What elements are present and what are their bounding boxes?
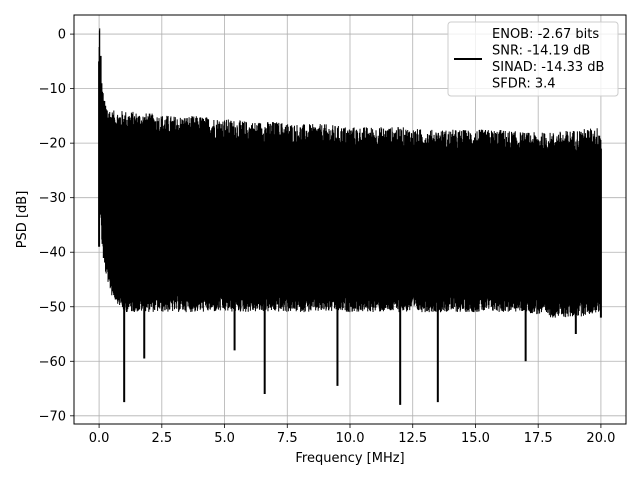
x-tick-label: 15.0: [461, 431, 490, 446]
x-axis-ticks: 0.0 2.5 5.0 7.5 10.0 12.5 15.0 17.5 20.0: [89, 424, 615, 446]
psd-noise-band: [98, 28, 602, 318]
legend-snr: SNR: -14.19 dB: [492, 44, 590, 59]
psd-noise-trace: [98, 28, 602, 318]
x-tick-label: 2.5: [151, 431, 172, 446]
x-tick-label: 7.5: [277, 431, 298, 446]
x-tick-label: 5.0: [214, 431, 235, 446]
legend: ENOB: -2.67 bits SNR: -14.19 dB SINAD: -…: [447, 21, 619, 97]
y-tick-label: −20: [39, 137, 66, 152]
x-tick-label: 20.0: [586, 431, 615, 446]
y-tick-label: −10: [39, 82, 66, 97]
x-tick-label: 17.5: [524, 431, 553, 446]
legend-sfdr: SFDR: 3.4: [492, 77, 556, 92]
x-axis-label: Frequency [MHz]: [295, 451, 404, 466]
x-tick-label: 12.5: [398, 431, 427, 446]
x-tick-label: 0.0: [89, 431, 110, 446]
y-tick-label: −40: [39, 246, 66, 261]
legend-enob: ENOB: -2.67 bits: [492, 27, 599, 42]
y-axis-label: PSD [dB]: [15, 191, 30, 249]
y-tick-label: −50: [39, 300, 66, 315]
y-tick-label: −30: [39, 191, 66, 206]
legend-box: [447, 21, 619, 97]
y-tick-label: −60: [39, 355, 66, 370]
y-tick-label: −70: [39, 409, 66, 424]
y-tick-label: 0: [58, 28, 66, 43]
psd-line: [98, 34, 602, 405]
x-tick-label: 10.0: [336, 431, 365, 446]
legend-sinad: SINAD: -14.33 dB: [492, 60, 604, 75]
y-axis-ticks: 0 −10 −20 −30 −40 −50 −60 −70: [39, 28, 74, 424]
